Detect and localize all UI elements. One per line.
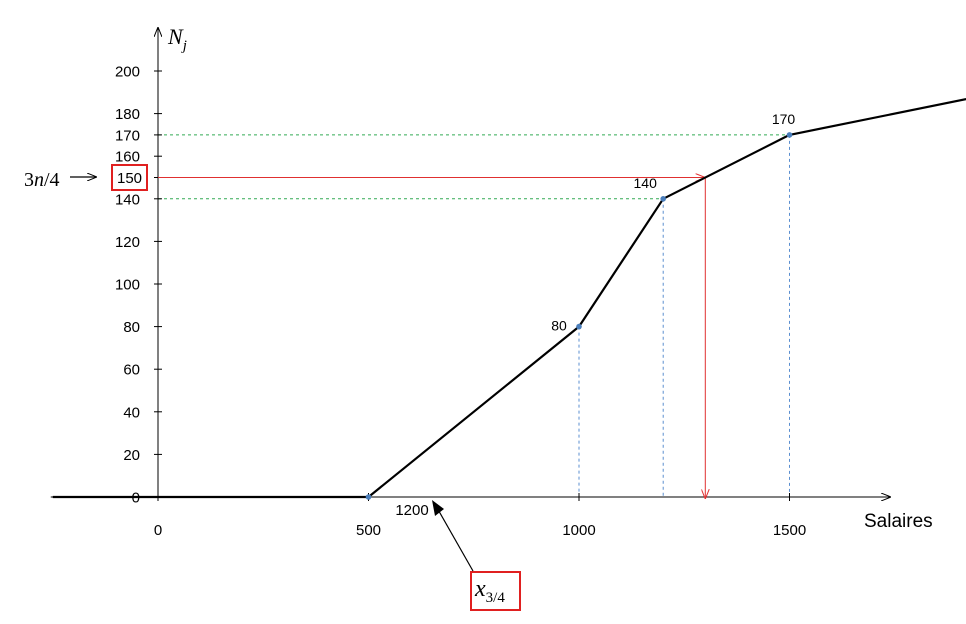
- result-label-box: [470, 571, 521, 611]
- marker-1000: [576, 323, 582, 330]
- x-axis-title: Salaires: [864, 511, 933, 532]
- marker-1500: [786, 132, 793, 138]
- axes: [50, 28, 890, 501]
- marker-500: [365, 494, 372, 500]
- x-tick-label-1000: 1000: [562, 522, 595, 539]
- result-pointer-line: [435, 505, 474, 572]
- cumulative-curve-line: [52, 98, 966, 499]
- y-tick-label-160: 160: [115, 149, 140, 166]
- point-label-80: 80: [551, 318, 567, 334]
- x-tick-label-0: 0: [154, 522, 162, 539]
- quantile-construction: [158, 178, 705, 499]
- y-axis-title: Nj: [167, 24, 187, 54]
- result-pointer-head: [432, 500, 444, 516]
- y-tick-label-120: 120: [115, 234, 140, 251]
- y-tick-label-60: 60: [123, 362, 140, 379]
- y-tick-label-140: 140: [115, 191, 140, 208]
- cumulative-curve: [52, 98, 966, 499]
- data-markers: [365, 132, 793, 500]
- guide-lines: [158, 134, 790, 497]
- x-tick-label-1500: 1500: [773, 522, 806, 539]
- y-tick-label-170: 170: [115, 127, 140, 144]
- y-tick-label-100: 100: [115, 277, 140, 294]
- y-tick-label-40: 40: [123, 404, 140, 421]
- quantile-x-below-label: 1200: [395, 502, 428, 519]
- point-label-140: 140: [634, 175, 658, 191]
- quantile-y-label: 3n/4: [24, 169, 60, 191]
- x-axis-ticks: 050010001500200025003000: [154, 493, 806, 539]
- point-labels: 80140170190200: [551, 111, 796, 334]
- point-label-170: 170: [772, 111, 796, 127]
- y-tick-label-150: 150: [117, 170, 142, 187]
- x-tick-label-500: 500: [356, 522, 381, 539]
- result-label: x3/4: [474, 576, 505, 606]
- highlight-box-150: [111, 164, 148, 191]
- y-tick-label-180: 180: [115, 106, 140, 123]
- y-tick-label-200: 200: [115, 64, 140, 81]
- y-tick-label-80: 80: [123, 319, 140, 336]
- y-tick-label-20: 20: [123, 447, 140, 464]
- marker-1200: [660, 196, 666, 202]
